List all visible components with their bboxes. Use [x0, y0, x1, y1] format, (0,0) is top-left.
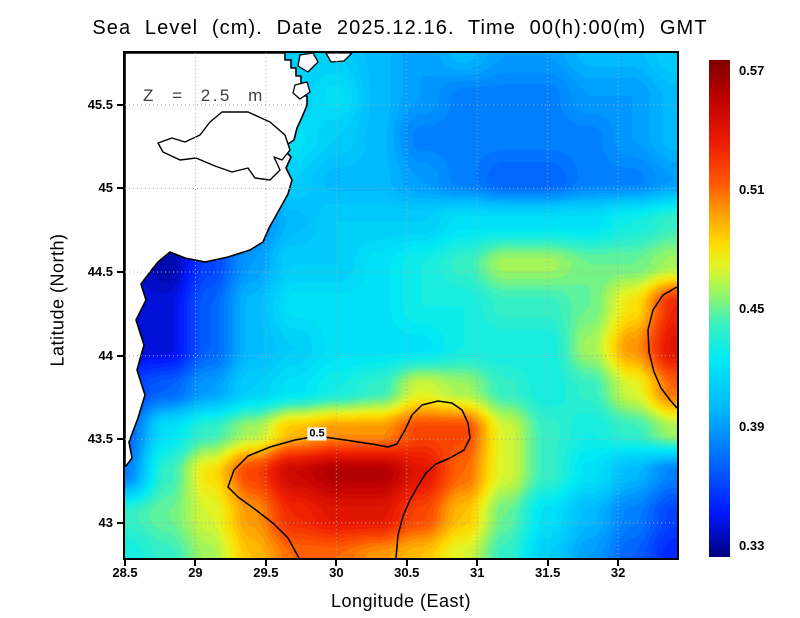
coastline-land: [125, 53, 308, 467]
depth-annotation: Z = 2.5 m: [143, 86, 265, 105]
colorbar-tick-label: 0.45: [739, 300, 765, 316]
x-tick-label: 29: [188, 565, 203, 580]
y-tick-mark: [117, 521, 123, 524]
x-tick-mark: [617, 560, 620, 566]
contour-line: [647, 286, 677, 409]
x-tick-mark: [264, 560, 267, 566]
x-tick-label: 30.5: [394, 565, 420, 580]
y-axis-title: Latitude (North): [47, 233, 68, 367]
y-tick-mark: [117, 271, 123, 274]
x-tick-mark: [476, 560, 479, 566]
islet-outline: [297, 53, 319, 73]
y-tick-label: 44.5: [87, 264, 113, 280]
y-tick-label: 43.5: [87, 431, 113, 447]
contour-line: [227, 400, 471, 558]
lagoon-outline: [157, 111, 291, 181]
map-plot-area: Z = 2.5 m 0.5: [123, 51, 679, 560]
x-tick-mark: [335, 560, 338, 566]
colorbar: [709, 60, 730, 557]
colorbar-tick-label: 0.39: [739, 419, 765, 435]
x-tick-label: 29.5: [253, 565, 279, 580]
contour-label: 0.5: [307, 427, 327, 441]
y-tick-mark: [117, 438, 123, 441]
y-tick-label: 43: [98, 514, 113, 530]
x-tick-mark: [124, 560, 126, 566]
colorbar-tick-label: 0.57: [739, 62, 765, 78]
x-tick-label: 31.5: [535, 565, 561, 580]
x-tick-label: 32: [610, 565, 626, 580]
y-tick-label: 44: [98, 347, 113, 363]
y-tick-label: 45.5: [87, 96, 113, 112]
x-tick-label: 31: [469, 565, 485, 580]
x-tick-label: 30: [329, 565, 344, 580]
y-tick-mark: [117, 103, 123, 106]
islet-outline: [325, 53, 353, 63]
colorbar-tick-label: 0.33: [739, 538, 765, 554]
map-overlay: [125, 53, 677, 558]
islet-outline: [292, 81, 311, 100]
x-tick-mark: [405, 560, 408, 566]
x-tick-mark: [546, 560, 549, 566]
figure-title: Sea Level (cm). Date 2025.12.16. Time 00…: [92, 17, 708, 39]
x-tick-mark: [194, 560, 197, 566]
y-tick-mark: [117, 354, 123, 357]
x-tick-label: 28.5: [112, 565, 138, 580]
colorbar-tick-label: 0.51: [739, 181, 765, 197]
y-tick-mark: [117, 187, 123, 190]
y-tick-label: 45: [98, 180, 113, 196]
x-axis-title: Longitude (East): [330, 591, 472, 611]
